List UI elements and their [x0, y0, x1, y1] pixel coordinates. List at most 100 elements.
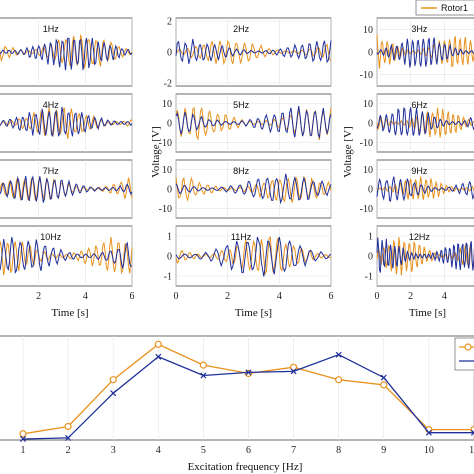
- y-tick-label: 0: [368, 48, 373, 59]
- x-tick-label: 6: [329, 291, 334, 302]
- series-rotor1-line: [175, 175, 332, 203]
- x-tick-label: 9: [381, 445, 386, 456]
- series-rotor2-line: [175, 106, 332, 140]
- subplot-7Hz: [0, 159, 133, 219]
- y-tick-label: 0: [167, 185, 172, 196]
- data-point: [154, 340, 162, 348]
- subplot-label: 11Hz: [231, 232, 252, 242]
- subplot-label: 2Hz: [233, 24, 250, 34]
- x-tick-label: 4: [83, 291, 88, 302]
- y-tick-label: -2: [164, 78, 172, 89]
- subplot-label: 5Hz: [233, 100, 250, 110]
- x-tick-label: 8: [336, 445, 341, 456]
- y-tick-label: -10: [159, 138, 172, 149]
- x-axis-label: Excitation frequency [Hz]: [188, 461, 303, 473]
- series-rotor2-line: [0, 237, 133, 275]
- y-tick-label: 10: [162, 99, 172, 110]
- y-tick-label: 10: [363, 165, 373, 176]
- data-point: [199, 361, 207, 369]
- series-rotor2-line: [175, 173, 332, 205]
- subplot-4Hz: [0, 93, 133, 153]
- data-point: [290, 368, 297, 375]
- x-tick-label: 2: [408, 291, 413, 302]
- subplot-label: 12Hz: [409, 232, 431, 242]
- y-tick-label: 1: [167, 232, 172, 243]
- subplot-11Hz: [175, 225, 332, 287]
- series-rotor1-line: [0, 34, 133, 69]
- y-tick-label: 0: [368, 252, 373, 263]
- series-rotor2-line: [175, 236, 332, 277]
- y-axis-label: Voltage [V]: [342, 126, 354, 177]
- series-rotor2-line: [0, 37, 133, 71]
- bottom-legend: [454, 337, 474, 371]
- y-tick-label: -1: [164, 272, 172, 283]
- subplot-8Hz: [175, 159, 332, 219]
- y-axis-label: Voltage [V]: [150, 126, 162, 177]
- y-tick-label: -10: [360, 138, 373, 149]
- bottom-legend-marker-rotor1: [464, 343, 472, 351]
- subplot-2Hz: [175, 17, 332, 87]
- y-tick-label: -10: [360, 204, 373, 215]
- series-rotor2-line: [0, 175, 133, 203]
- y-tick-label: 0: [368, 185, 373, 196]
- x-tick-label: 4: [277, 291, 282, 302]
- legend-label-rotor1: Rotor1: [441, 3, 468, 13]
- subplot-9Hz: [376, 159, 474, 219]
- subplot-label: 8Hz: [233, 166, 250, 176]
- y-tick-label: -10: [159, 204, 172, 215]
- y-tick-label: 0: [167, 48, 172, 59]
- y-tick-label: 0: [368, 119, 373, 130]
- x-tick-label: 4: [156, 445, 161, 456]
- x-tick-label: 10: [424, 445, 434, 456]
- data-point: [19, 430, 27, 438]
- subplot-label: 1Hz: [43, 24, 60, 34]
- legend: [415, 0, 474, 16]
- bottom-legend-box: [454, 337, 474, 371]
- subplot-label: 10Hz: [40, 232, 62, 242]
- series-rotor1-line: [0, 236, 133, 276]
- data-point: [64, 422, 72, 431]
- legend-box: [415, 0, 474, 16]
- x-tick-label: 2: [66, 445, 71, 456]
- data-point: [155, 353, 162, 360]
- data-point: [245, 369, 252, 376]
- x-axis-label: Time [s]: [51, 307, 88, 319]
- subplot-label: 4Hz: [43, 100, 60, 110]
- subplot-6Hz: [376, 93, 474, 153]
- data-point: [289, 363, 298, 371]
- series-rotor2-line: [376, 176, 474, 202]
- subplot-1Hz: [0, 17, 133, 87]
- subplot-label: 9Hz: [411, 166, 428, 176]
- subplot-12Hz: [376, 225, 474, 287]
- data-point: [335, 376, 343, 384]
- subplot-label: 3Hz: [411, 24, 428, 34]
- series-line: [22, 353, 474, 440]
- x-tick-label: 0: [174, 291, 179, 302]
- y-tick-label: 10: [363, 99, 373, 110]
- x-tick-label: 4: [442, 291, 447, 302]
- x-tick-label: 3: [111, 445, 116, 456]
- y-tick-label: 10: [162, 165, 172, 176]
- bottom-chart: [0, 335, 474, 442]
- subplot-5Hz: [175, 93, 332, 153]
- x-tick-label: 6: [246, 445, 251, 456]
- x-axis-label: Time [s]: [409, 307, 446, 319]
- y-tick-label: -10: [360, 70, 373, 81]
- x-tick-label: 1: [21, 445, 26, 456]
- data-point: [335, 351, 342, 358]
- subplot-3Hz: [376, 17, 474, 87]
- subplot-frame: [0, 159, 133, 219]
- data-point: [109, 376, 117, 384]
- x-tick-label: 6: [130, 291, 135, 302]
- data-point: [380, 381, 388, 389]
- data-point: [380, 374, 387, 381]
- data-point: [65, 434, 72, 441]
- x-tick-label: 2: [36, 291, 41, 302]
- subplot-10Hz: [0, 225, 133, 287]
- data-point: [110, 390, 117, 397]
- y-tick-label: 1: [368, 232, 373, 243]
- series-rotor2-line: [376, 106, 474, 137]
- bottom-frame: [0, 335, 474, 441]
- series-rotor2-line: [0, 106, 133, 137]
